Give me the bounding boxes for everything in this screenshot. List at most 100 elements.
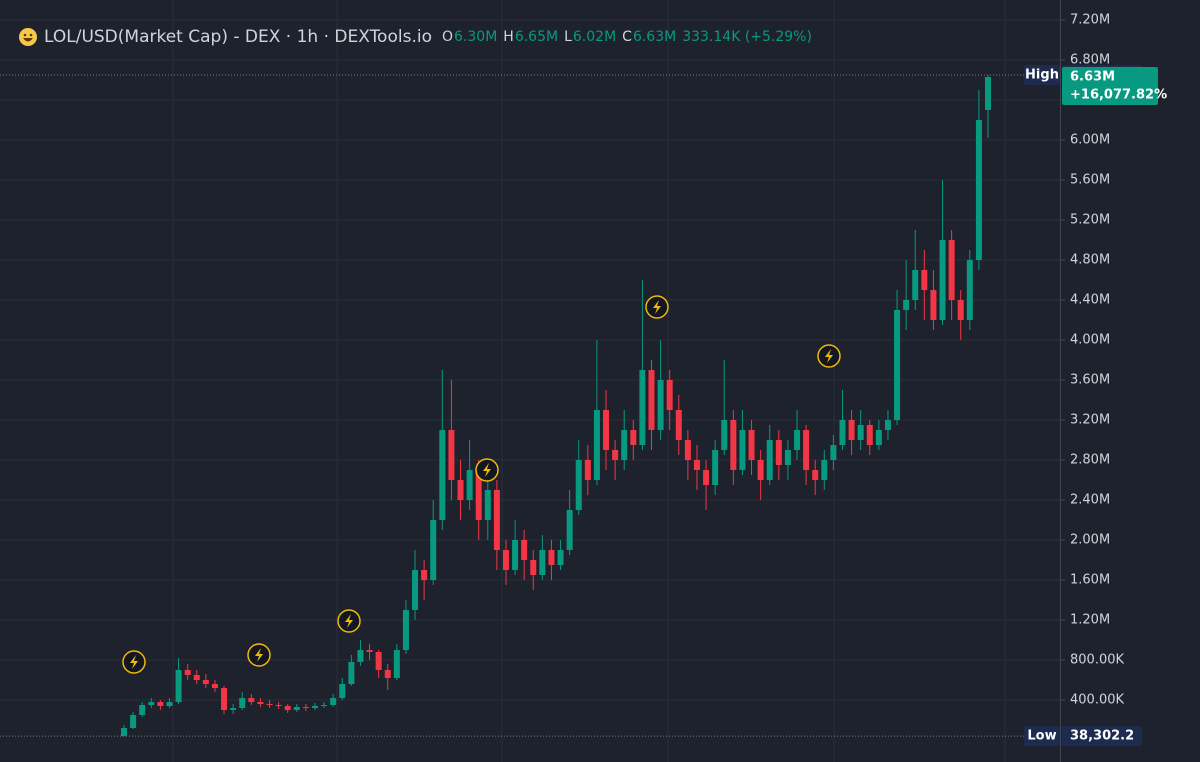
- candle-body: [730, 420, 737, 470]
- candle-body: [775, 440, 782, 465]
- candle-body: [539, 550, 546, 575]
- candle-body: [548, 550, 555, 565]
- event-icon[interactable]: [122, 650, 146, 674]
- candle-body: [675, 410, 682, 440]
- last-price: 6.63M: [1070, 70, 1115, 85]
- horizontal-grid: [0, 19, 1060, 701]
- y-tick-label: 800.00K: [1070, 653, 1124, 668]
- candle-body: [384, 670, 391, 678]
- y-tick-label: 3.20M: [1070, 413, 1110, 428]
- marker-value-bg: [1062, 726, 1142, 747]
- marker-value: 38,302.2: [1070, 729, 1134, 744]
- candle-body: [448, 430, 455, 480]
- event-icons: [122, 295, 841, 674]
- candle-body: [512, 540, 519, 570]
- candle-body: [693, 460, 700, 470]
- y-tick-label: 5.60M: [1070, 173, 1110, 188]
- y-tick-label: 4.80M: [1070, 253, 1110, 268]
- candle-body: [921, 270, 928, 290]
- candle-body: [721, 420, 728, 450]
- ohlc-label: O: [442, 29, 453, 45]
- candle-body: [166, 702, 173, 706]
- candle-body: [666, 380, 673, 410]
- event-icon[interactable]: [337, 609, 361, 633]
- candle-body: [557, 550, 564, 565]
- candle-body: [348, 662, 355, 684]
- candle-body: [575, 460, 582, 510]
- event-icon[interactable]: [645, 295, 669, 319]
- y-tick-label: 1.60M: [1070, 573, 1110, 588]
- candle-body: [257, 702, 264, 704]
- candle-body: [457, 480, 464, 500]
- candle-body: [894, 310, 901, 420]
- candle-body: [430, 520, 437, 580]
- candle-body: [221, 688, 228, 710]
- candle-body: [293, 707, 300, 710]
- candle-body: [593, 410, 600, 480]
- candle-body: [375, 652, 382, 670]
- candle-body: [794, 430, 801, 450]
- candle-body: [757, 460, 764, 480]
- candle-body: [439, 430, 446, 520]
- candle-body: [830, 445, 837, 460]
- candle-body: [493, 490, 500, 550]
- candle-body: [230, 708, 237, 710]
- candle-body: [175, 670, 182, 702]
- candle-body: [912, 270, 919, 300]
- candle-body: [302, 707, 309, 708]
- header: LOL/USD(Market Cap) - DEX · 1h · DEXTool…: [19, 27, 812, 47]
- candle-body: [157, 702, 164, 706]
- candle-body: [584, 460, 591, 480]
- chart-title: LOL/USD(Market Cap) - DEX · 1h · DEXTool…: [44, 27, 432, 47]
- marker-name: Low: [1027, 729, 1056, 744]
- candle-body: [639, 370, 646, 445]
- candle-body: [821, 460, 828, 480]
- candle-body: [939, 240, 946, 320]
- candle-body: [412, 570, 419, 610]
- candles: [120, 75, 992, 737]
- candle-body: [239, 698, 246, 708]
- y-tick-label: 7.20M: [1070, 13, 1110, 28]
- event-icon[interactable]: [475, 458, 499, 482]
- candle-body: [612, 450, 619, 460]
- y-tick-label: 4.00M: [1070, 333, 1110, 348]
- candle-body: [357, 650, 364, 662]
- vertical-grid: [172, 0, 1006, 762]
- event-icon[interactable]: [817, 344, 841, 368]
- candle-body: [857, 425, 864, 440]
- ohlc-value: 6.65M: [515, 29, 558, 45]
- candle-body: [630, 430, 637, 445]
- candle-body: [120, 728, 128, 737]
- candle-body: [530, 560, 537, 575]
- candle-body: [930, 290, 937, 320]
- y-tick-label: 5.20M: [1070, 213, 1110, 228]
- candle-body: [984, 77, 992, 110]
- candle-body: [484, 490, 491, 520]
- candle-body: [139, 705, 146, 715]
- reference-lines: [0, 74, 1060, 737]
- candle-body: [948, 240, 955, 300]
- marker-name: High: [1025, 68, 1059, 83]
- candle-body: [466, 470, 473, 500]
- candle-body: [330, 698, 337, 705]
- candle-body: [648, 370, 655, 430]
- y-tick-label: 2.80M: [1070, 453, 1110, 468]
- candle-body: [393, 650, 400, 678]
- candle-body: [366, 650, 373, 652]
- price-axis-bg: [1061, 0, 1200, 762]
- candle-body: [266, 704, 273, 705]
- candle-body: [884, 420, 891, 430]
- candle-body: [148, 702, 155, 705]
- ohlc-label: C: [622, 29, 632, 45]
- candle-body: [839, 420, 846, 445]
- last-price-change: +16,077.82%: [1070, 88, 1167, 103]
- y-tick-label: 3.60M: [1070, 373, 1110, 388]
- candle-body: [957, 300, 964, 320]
- event-icon[interactable]: [247, 643, 271, 667]
- ohlc-value: 6.02M: [573, 29, 616, 45]
- candle-body: [966, 260, 973, 320]
- candle-body: [748, 430, 755, 460]
- y-tick-label: 6.80M: [1070, 53, 1110, 68]
